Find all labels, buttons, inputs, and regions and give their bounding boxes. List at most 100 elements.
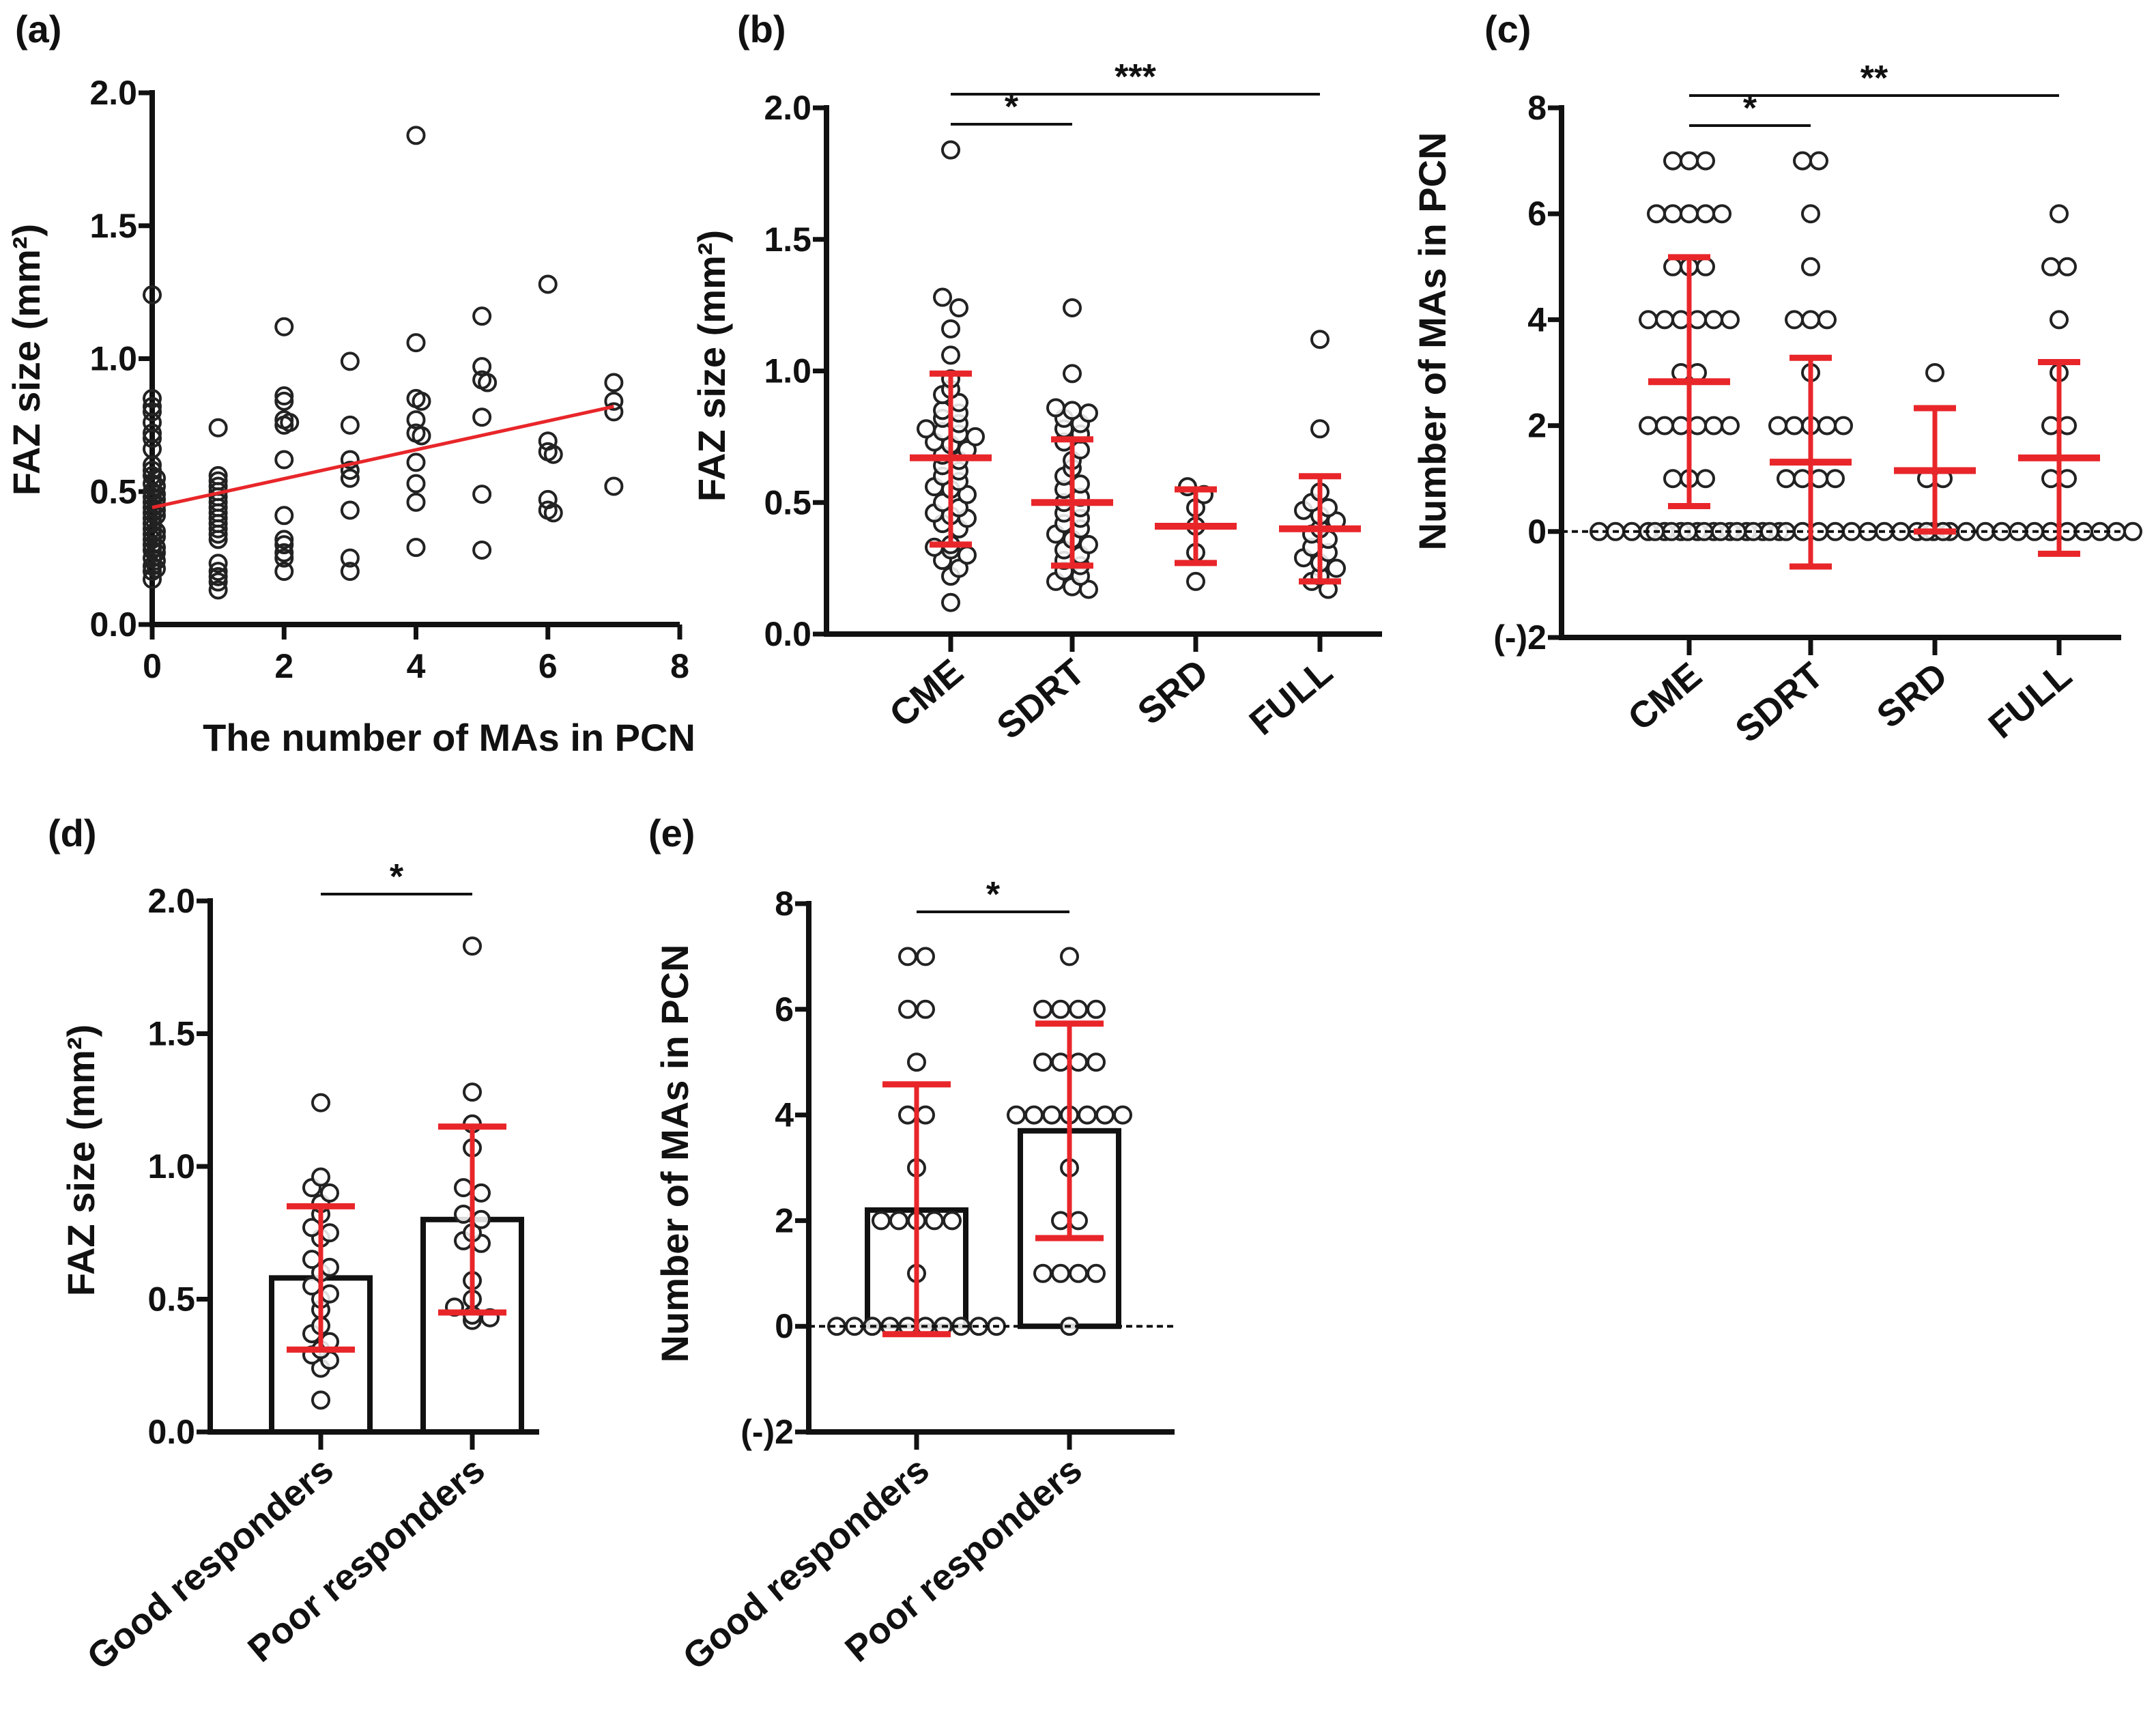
data-point xyxy=(538,274,558,294)
data-point xyxy=(1777,469,1796,489)
data-point xyxy=(933,287,952,307)
data-point xyxy=(1639,310,1658,330)
category-label: SDRT xyxy=(990,651,1093,747)
data-point xyxy=(208,566,228,586)
data-point xyxy=(274,506,294,526)
data-point xyxy=(1817,416,1837,435)
data-point xyxy=(1834,416,1853,435)
category-label: SDRT xyxy=(1728,655,1831,750)
x-tick-label: 2 xyxy=(274,647,293,685)
error-bar xyxy=(287,1203,355,1353)
data-point xyxy=(1671,416,1691,435)
data-point xyxy=(1327,558,1346,578)
error-bar xyxy=(1894,405,1976,535)
y-tick-label: 2 xyxy=(1527,407,1547,445)
data-point xyxy=(1078,1105,1097,1125)
data-point xyxy=(472,407,492,427)
data-point xyxy=(916,947,935,966)
data-point xyxy=(340,548,360,568)
series xyxy=(917,140,1346,612)
x-tick-label: 8 xyxy=(670,647,689,685)
data-point xyxy=(1688,416,1707,435)
significance-label: * xyxy=(390,857,404,897)
y-axis-title: Number of MAs in PCN xyxy=(653,945,696,1363)
y-axis-title: FAZ size (mm²) xyxy=(59,1024,102,1296)
data-point xyxy=(917,419,936,439)
panel-label: (e) xyxy=(648,812,695,855)
category-label: CME xyxy=(882,651,971,735)
data-point xyxy=(907,1052,926,1072)
data-point xyxy=(1024,1105,1044,1125)
y-tick-label: 8 xyxy=(1527,89,1547,127)
data-point xyxy=(340,415,360,435)
data-point xyxy=(1079,403,1098,423)
data-point xyxy=(208,418,228,437)
data-point xyxy=(274,548,294,568)
data-point xyxy=(311,1093,330,1113)
data-point xyxy=(1655,310,1674,330)
data-point xyxy=(1826,469,1845,489)
error-bar xyxy=(438,1123,506,1316)
data-point xyxy=(1310,419,1329,439)
panel-label: (b) xyxy=(737,8,786,51)
data-point xyxy=(1069,999,1088,1019)
panel-e: (e) Number of MAs in PCN (-)2 0 2 4 6 8 Good res… xyxy=(648,812,1175,1678)
data-point xyxy=(463,936,482,956)
y-tick-label: 1.0 xyxy=(147,1147,195,1186)
data-point xyxy=(604,402,624,422)
data-point xyxy=(1033,1052,1052,1072)
y-tick-label: 4 xyxy=(775,1096,794,1134)
y-tick-label: 6 xyxy=(775,990,794,1029)
data-point xyxy=(1063,364,1082,384)
data-point xyxy=(916,999,935,1019)
data-point xyxy=(208,519,228,539)
data-point xyxy=(1051,1052,1070,1072)
data-point xyxy=(143,562,162,582)
data-point xyxy=(941,140,960,160)
data-point xyxy=(208,524,228,544)
panel-label: (d) xyxy=(48,812,97,855)
data-point xyxy=(320,1183,339,1203)
data-point xyxy=(472,540,492,560)
y-tick-label: 4 xyxy=(1527,300,1547,339)
data-point xyxy=(274,562,294,582)
error-bar xyxy=(1155,486,1237,566)
significance-label: * xyxy=(1743,89,1757,128)
data-point xyxy=(1069,1211,1088,1231)
data-point xyxy=(1113,1105,1132,1125)
data-point xyxy=(1079,579,1098,599)
category-label: FULL xyxy=(1981,655,2079,747)
y-tick-label: 6 xyxy=(1527,195,1547,233)
data-point xyxy=(208,530,228,549)
data-point xyxy=(311,1390,330,1410)
x-axis-title: The number of MAs in PCN xyxy=(203,716,695,759)
y-tick-label: 0 xyxy=(1527,513,1547,551)
data-point xyxy=(1671,310,1691,330)
data-point xyxy=(2123,521,2142,541)
data-point xyxy=(208,580,228,600)
data-point xyxy=(1801,204,1820,224)
data-point xyxy=(1087,1263,1106,1283)
data-point xyxy=(1087,999,1106,1019)
data-point xyxy=(274,535,294,555)
data-point xyxy=(1639,416,1658,435)
data-point xyxy=(340,562,360,582)
category-label: SRD xyxy=(1869,655,1955,736)
data-point xyxy=(1809,151,1828,171)
y-axis-title: FAZ size (mm²) xyxy=(690,230,733,502)
error-bar xyxy=(1648,254,1730,510)
category-label: FULL xyxy=(1241,651,1340,743)
data-point xyxy=(143,388,162,408)
data-point xyxy=(958,545,977,565)
data-point xyxy=(208,572,228,592)
data-point xyxy=(1785,416,1804,435)
data-point xyxy=(472,1183,491,1203)
data-point xyxy=(1063,401,1082,420)
error-bar xyxy=(910,370,992,548)
data-point xyxy=(889,1211,908,1231)
data-point xyxy=(941,592,960,612)
data-point xyxy=(898,999,917,1019)
error-bar xyxy=(1279,473,1361,585)
data-point xyxy=(1319,498,1338,517)
